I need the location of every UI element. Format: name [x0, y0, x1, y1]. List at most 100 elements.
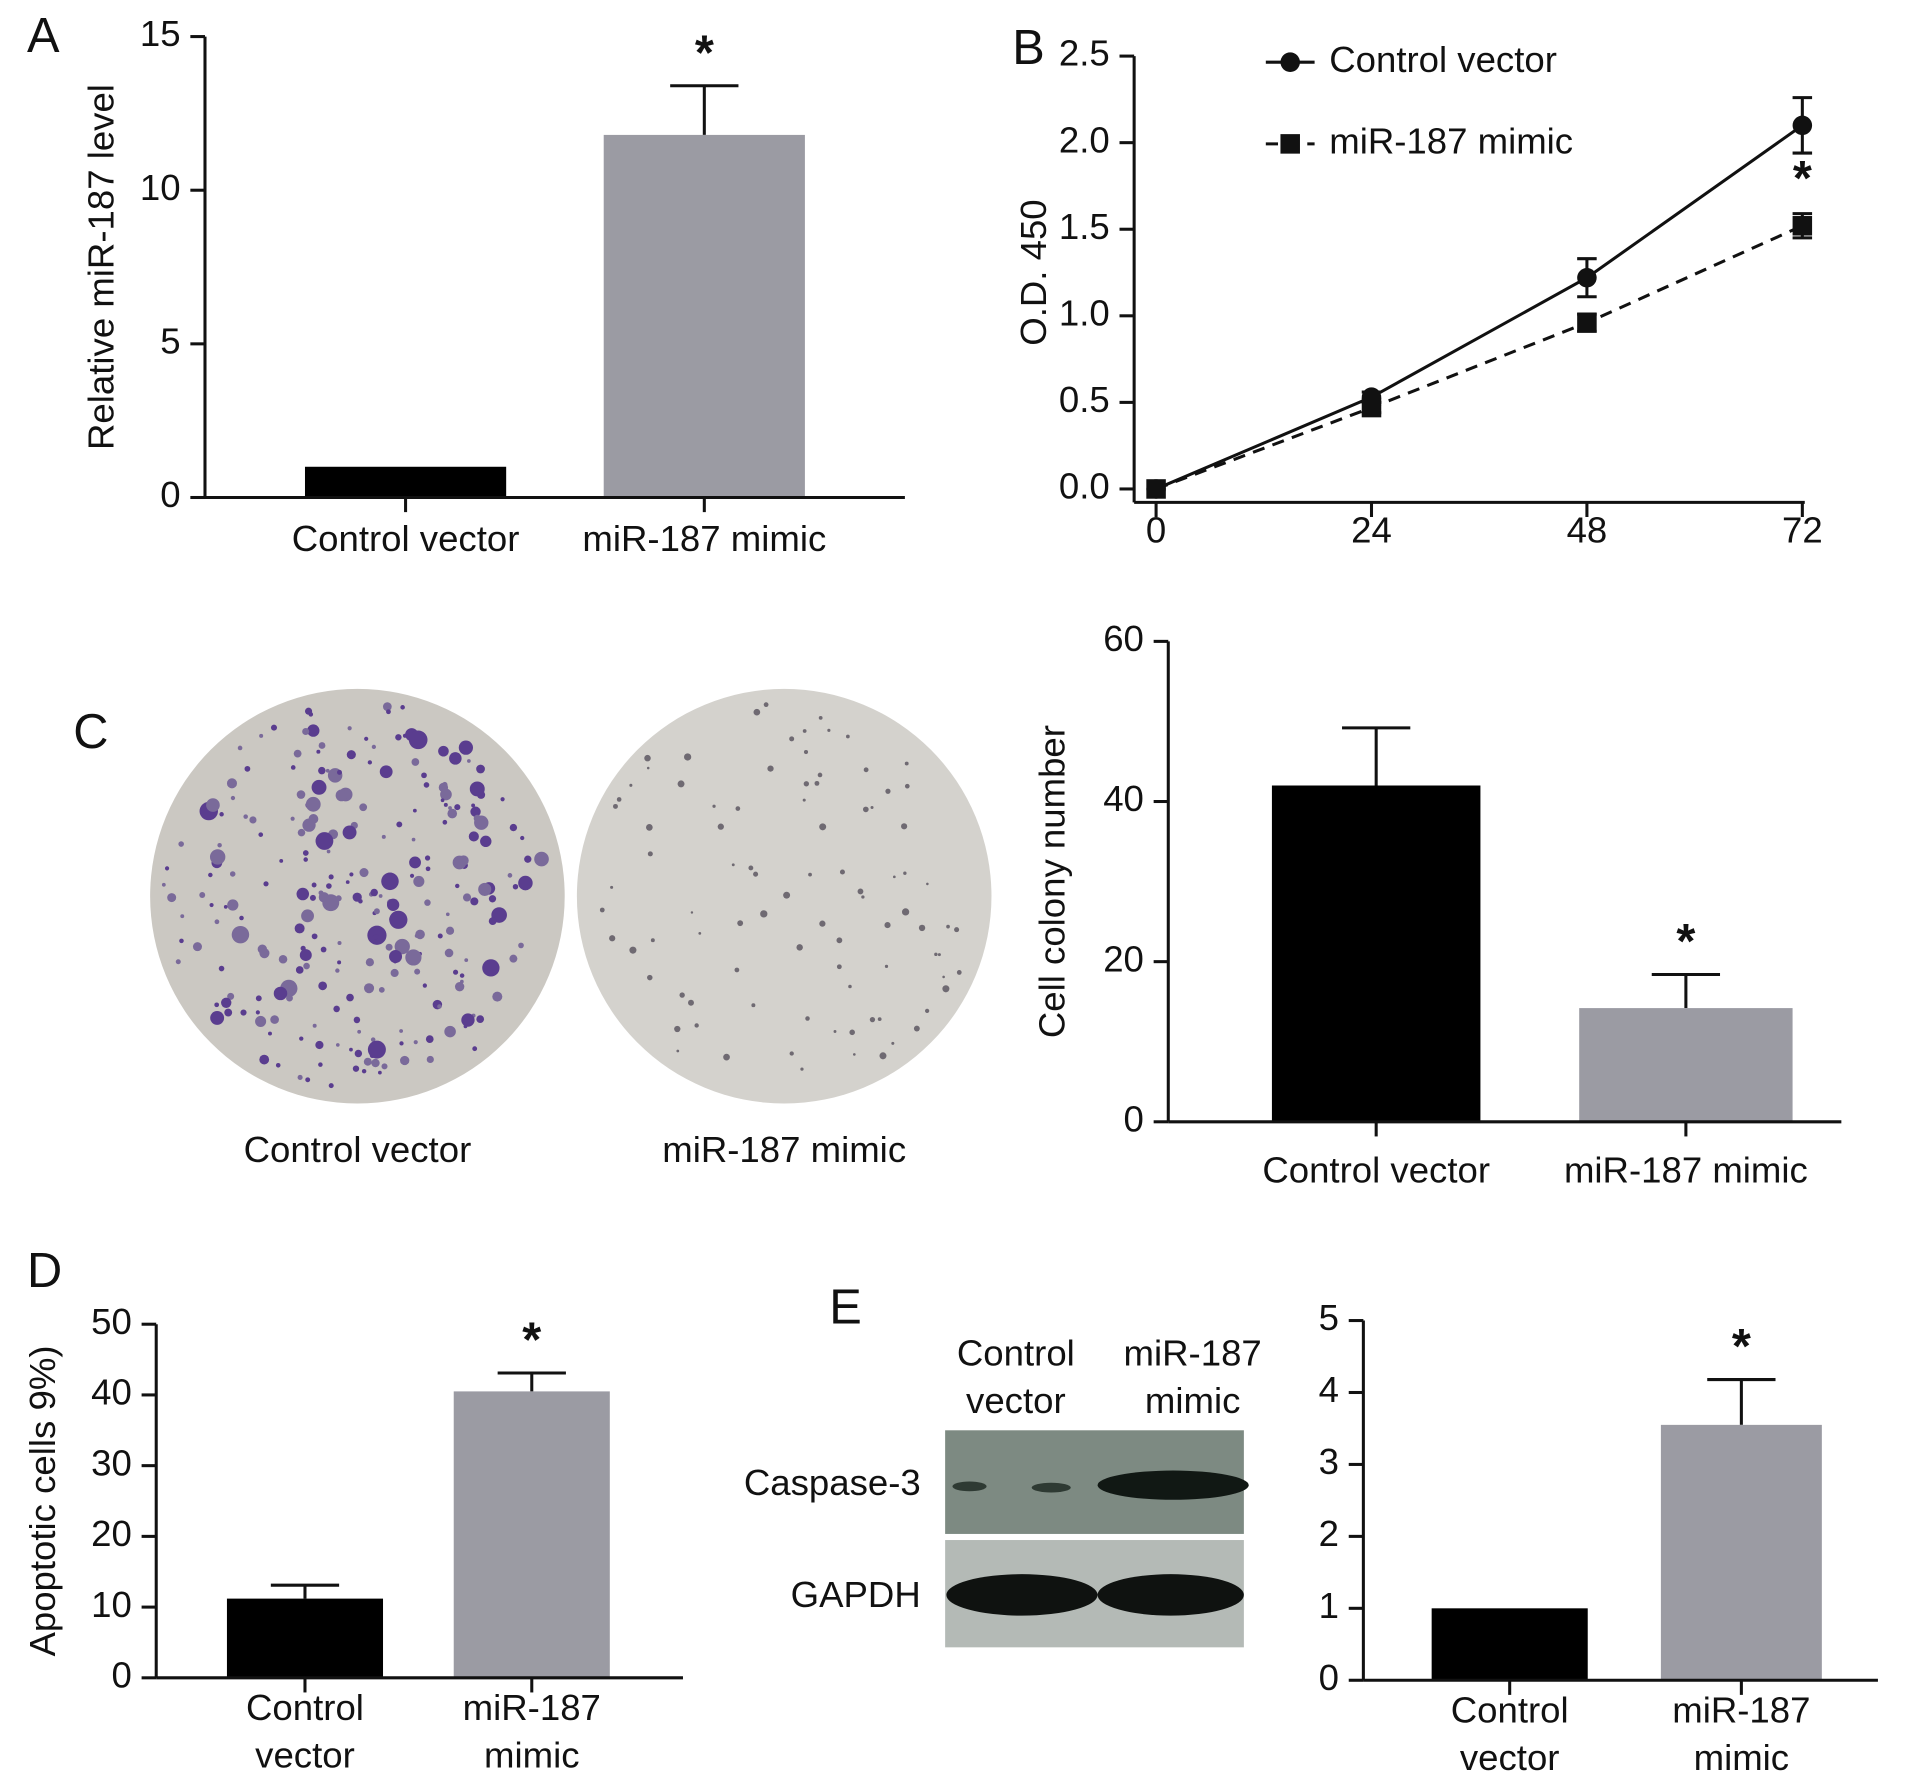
- colony: [308, 814, 319, 824]
- colony: [352, 1065, 360, 1072]
- x-tick-label: Control vector: [246, 1687, 364, 1776]
- colony: [255, 1010, 260, 1015]
- colony: [302, 727, 310, 736]
- colony: [244, 765, 251, 772]
- colony: [273, 986, 288, 1001]
- colony: [413, 1040, 418, 1045]
- colony: [263, 881, 269, 887]
- colony: [646, 766, 650, 770]
- x-tick-label: miR-187 mimic: [1564, 1150, 1808, 1191]
- colony: [609, 935, 616, 942]
- colony: [386, 709, 391, 715]
- colony: [469, 781, 485, 797]
- colony: [956, 970, 962, 975]
- colony: [731, 863, 735, 867]
- series-line: [1155, 224, 1803, 491]
- colony: [423, 782, 430, 788]
- y-tick-label: 30: [91, 1442, 132, 1483]
- y-tick-label: 1.5: [1059, 206, 1110, 247]
- colony: [520, 835, 525, 841]
- colony: [438, 745, 449, 757]
- colony: [399, 1029, 403, 1033]
- colony: [382, 702, 392, 711]
- colony: [819, 823, 827, 831]
- colony: [409, 856, 421, 869]
- colony: [478, 882, 492, 896]
- colony: [808, 872, 812, 877]
- colony: [333, 902, 338, 907]
- series-line: [1155, 124, 1804, 491]
- colony: [301, 909, 314, 923]
- colony: [322, 894, 340, 912]
- colony: [534, 851, 549, 867]
- colony: [748, 865, 754, 871]
- colony: [370, 1037, 376, 1042]
- colony: [848, 984, 852, 989]
- colony: [237, 745, 243, 751]
- colony: [229, 871, 236, 877]
- colony: [467, 759, 471, 763]
- colony: [328, 874, 334, 880]
- colony: [482, 959, 500, 977]
- colony: [437, 1004, 442, 1009]
- colony: [480, 835, 492, 848]
- colony: [471, 803, 476, 808]
- colony: [884, 922, 891, 929]
- colony: [424, 855, 431, 861]
- panel-label: B: [1012, 21, 1045, 75]
- colony: [954, 927, 960, 933]
- colony: [472, 1046, 478, 1052]
- colony: [257, 944, 267, 954]
- colony: [296, 887, 310, 901]
- colony: [296, 790, 306, 799]
- y-tick-label: 1.0: [1059, 292, 1110, 333]
- colony: [462, 893, 472, 902]
- colony: [839, 869, 845, 875]
- colony: [353, 1016, 361, 1024]
- colony: [833, 1030, 837, 1033]
- marker: [1792, 115, 1813, 136]
- colony: [892, 875, 896, 879]
- blot-column: Control vector: [957, 1332, 1075, 1421]
- bar: [1660, 1424, 1822, 1681]
- colony: [400, 1055, 410, 1066]
- panel-label: A: [27, 9, 60, 63]
- colony: [925, 1008, 930, 1013]
- colony: [267, 1031, 272, 1036]
- colony: [836, 937, 843, 944]
- colony: [405, 954, 411, 960]
- x-tick-label: miR-187 mimic: [463, 1687, 601, 1776]
- colony: [424, 899, 431, 906]
- colony: [308, 712, 314, 717]
- colony: [698, 931, 702, 935]
- colony: [802, 798, 806, 802]
- bar: [1579, 1008, 1793, 1122]
- colony: [270, 1015, 279, 1024]
- y-tick-label: 5: [1319, 1297, 1339, 1338]
- marker: [1146, 479, 1166, 499]
- colony: [650, 938, 655, 943]
- colony: [293, 749, 302, 758]
- colony: [315, 832, 334, 850]
- colony: [647, 851, 653, 857]
- colony: [783, 891, 791, 899]
- y-tick-label: 2: [1319, 1513, 1339, 1554]
- y-tick-label: 0: [1124, 1098, 1144, 1139]
- colony: [459, 973, 465, 978]
- colony: [297, 1074, 303, 1080]
- colony: [363, 1057, 372, 1066]
- y-tick-label: 60: [1103, 618, 1144, 659]
- legend-marker: [1280, 52, 1300, 72]
- colony: [335, 895, 342, 902]
- colony: [386, 898, 400, 911]
- colony: [846, 734, 850, 739]
- colony: [445, 912, 450, 917]
- colony: [178, 841, 184, 847]
- colony: [803, 781, 810, 787]
- blot-band: [1031, 1482, 1071, 1493]
- colony: [937, 953, 941, 957]
- colony: [437, 933, 443, 939]
- colony: [712, 804, 716, 808]
- bar: [226, 1598, 384, 1678]
- marker: [1577, 312, 1597, 333]
